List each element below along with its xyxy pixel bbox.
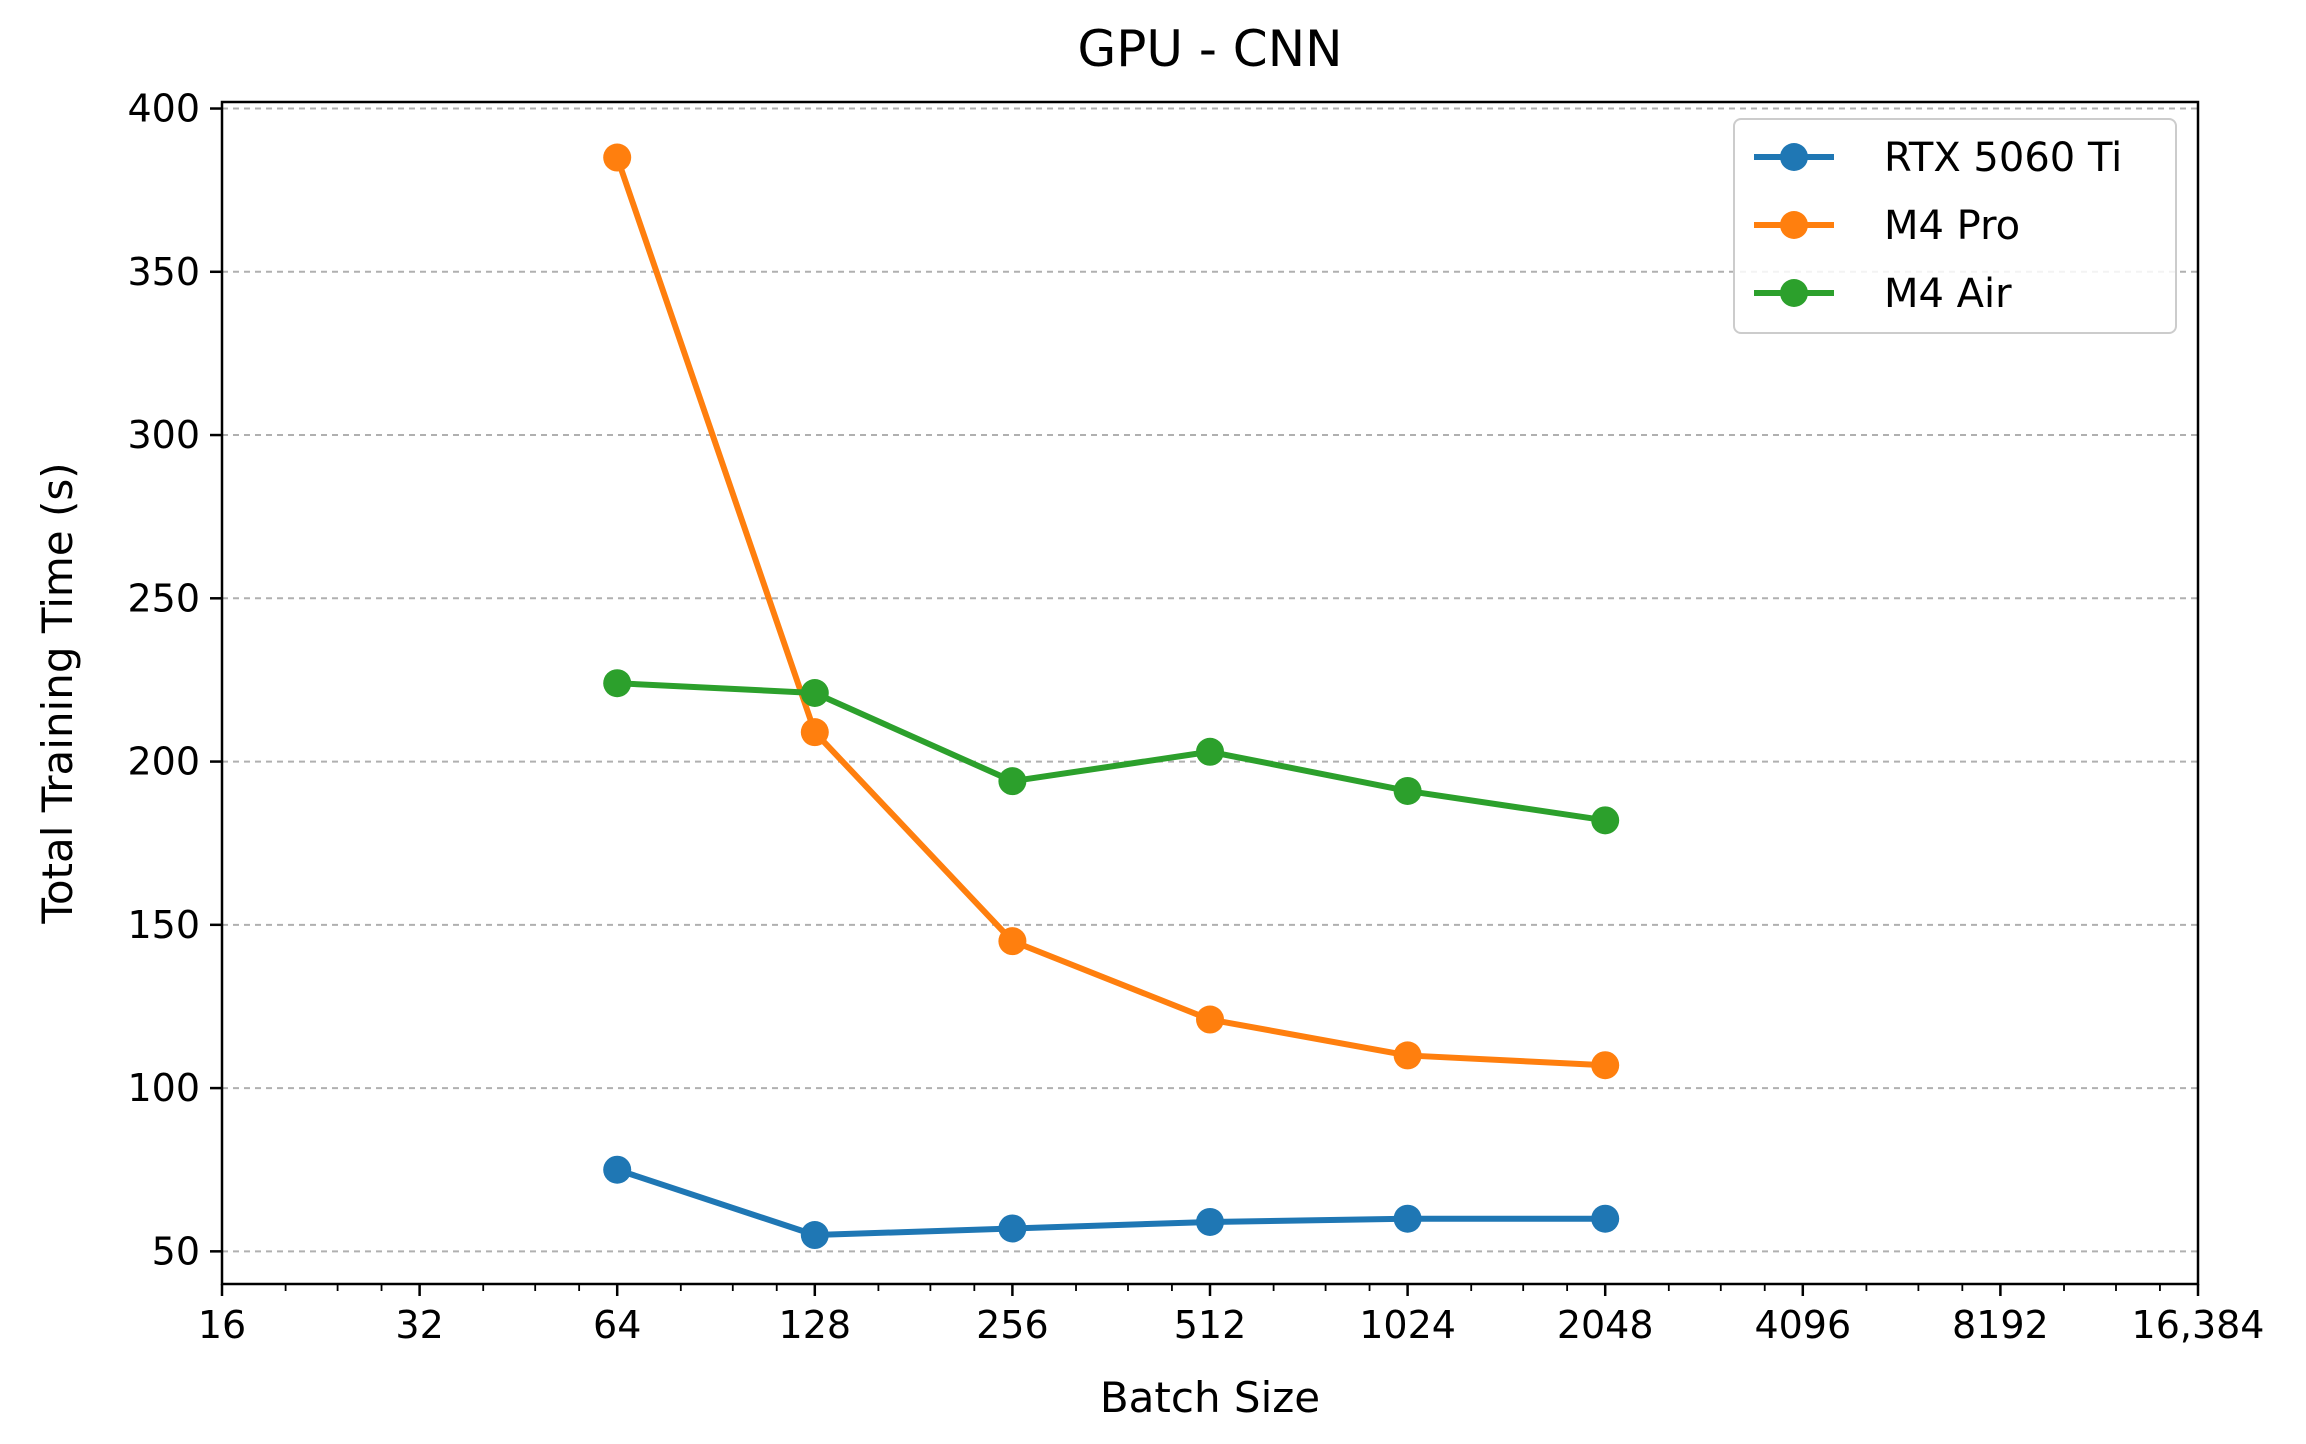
data-point	[998, 927, 1027, 956]
data-point	[603, 143, 632, 172]
y-tick-label: 100	[127, 1066, 200, 1110]
series-line	[614, 680, 1609, 824]
axis-ticks: 50 100 150 200 250 300 350 400 16 32 64 128 256 512 10…	[127, 87, 2264, 1347]
data-point	[800, 679, 829, 707]
legend-label: RTX 5060 Ti	[1884, 135, 2122, 181]
x-tick-label: 2048	[1557, 1303, 1654, 1347]
data-point	[603, 1155, 632, 1184]
x-tick-label: 32	[395, 1303, 443, 1347]
legend: RTX 5060 Ti M4 Pro M4 Air	[1733, 118, 2177, 334]
data-point	[1196, 737, 1224, 766]
data-point	[998, 1214, 1027, 1243]
series-rtx-5060-ti	[603, 1155, 1620, 1250]
y-tick-label: 50	[152, 1229, 200, 1273]
legend-swatch-marker	[1780, 211, 1808, 239]
y-tick-label: 350	[127, 250, 200, 294]
data-point	[1393, 1041, 1422, 1070]
series-m4-pro	[603, 143, 1620, 1080]
data-point	[1393, 776, 1422, 805]
data-point	[998, 767, 1027, 796]
legend-label: M4 Pro	[1884, 203, 2020, 249]
legend-item: M4 Pro	[1754, 203, 2020, 249]
data-point	[1591, 806, 1620, 835]
x-tick-label: 8192	[1952, 1303, 2049, 1347]
data-point	[800, 1221, 829, 1250]
y-axis-label: Total Training Time (s)	[33, 462, 82, 924]
series-line	[614, 154, 1609, 1069]
series-line	[614, 1166, 1609, 1239]
data-point	[1591, 1051, 1620, 1080]
legend-swatch-marker	[1780, 279, 1808, 307]
y-tick-label: 150	[127, 903, 200, 947]
legend-box	[1733, 118, 2177, 334]
data-point	[1196, 1005, 1224, 1034]
data-point	[1591, 1204, 1620, 1233]
data-point	[1196, 1207, 1224, 1236]
x-tick-label: 512	[1174, 1303, 1247, 1347]
y-tick-label: 250	[127, 576, 200, 620]
data-point	[800, 718, 829, 747]
legend-label: M4 Air	[1884, 271, 2012, 317]
x-tick-label: 128	[779, 1303, 852, 1347]
x-tick-label: 64	[593, 1303, 641, 1347]
data-point	[1393, 1204, 1422, 1233]
x-tick-label: 1024	[1359, 1303, 1456, 1347]
y-tick-label: 200	[127, 740, 200, 784]
series-layer	[603, 143, 1620, 1250]
x-axis-label: Batch Size	[1100, 1373, 1320, 1422]
legend-item: M4 Air	[1754, 271, 2012, 317]
data-point	[603, 669, 632, 698]
legend-swatch-marker	[1780, 143, 1808, 171]
legend-item: RTX 5060 Ti	[1754, 135, 2122, 181]
x-tick-label: 16	[198, 1303, 246, 1347]
x-tick-label: 4096	[1754, 1303, 1851, 1347]
y-tick-label: 300	[127, 413, 200, 457]
x-tick-label: 16,384	[2132, 1303, 2265, 1347]
chart-title: GPU - CNN	[1077, 20, 1342, 78]
y-tick-label: 400	[127, 87, 200, 131]
x-tick-label: 256	[976, 1303, 1049, 1347]
series-m4-air	[603, 669, 1620, 835]
